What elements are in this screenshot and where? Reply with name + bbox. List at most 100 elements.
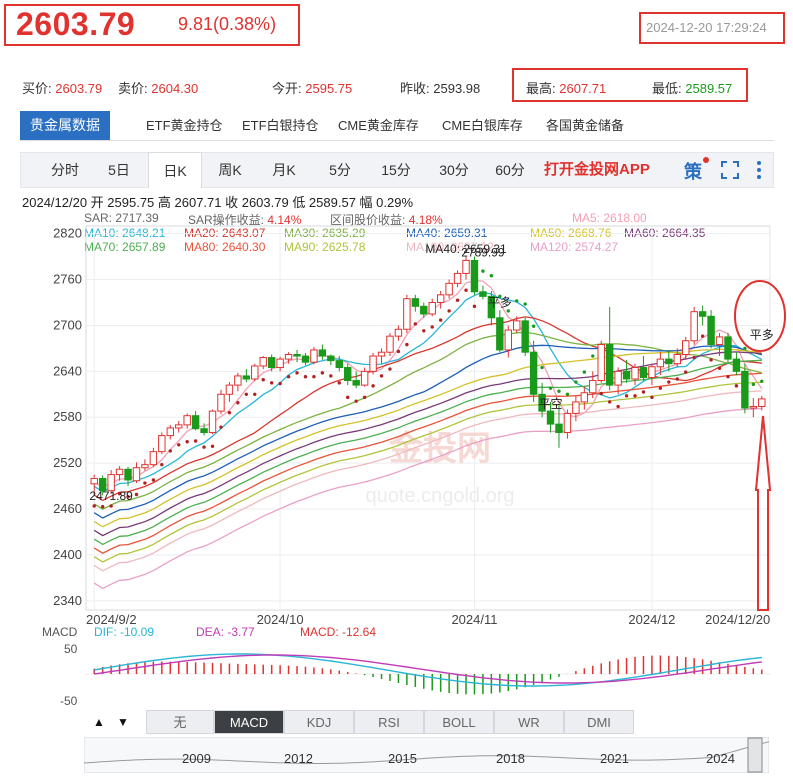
ma-line xyxy=(93,344,762,519)
sar-dot xyxy=(506,309,510,313)
candle-body xyxy=(115,468,124,476)
candlestick-chart[interactable]: 2340 2400 2460 2520 2580 2640 2700 2760 2820 2024… xyxy=(0,220,793,640)
sar-dot xyxy=(253,392,257,396)
sar-dot xyxy=(684,370,688,374)
ma-line xyxy=(93,407,762,590)
navigator-year-label: 2018 xyxy=(496,751,525,766)
indicator-macd[interactable]: MACD xyxy=(214,710,284,734)
sar-dot xyxy=(269,381,274,385)
scroll-up-button[interactable]: ▲ xyxy=(93,715,105,729)
navigator-year-label: 2009 xyxy=(182,751,211,766)
sar-dot xyxy=(371,384,375,388)
tab-etf-silver[interactable]: ETF白银持仓 xyxy=(242,118,319,133)
sar-dot xyxy=(396,349,401,354)
period-5day[interactable]: 5日 xyxy=(108,162,130,178)
sar-dot xyxy=(117,492,122,496)
price-change: 9.81(0.38%) xyxy=(178,14,277,34)
candle-body xyxy=(191,415,200,430)
ma-legend-item: MA90: 2625.78 xyxy=(284,240,366,254)
sar-dot xyxy=(236,401,240,405)
time-navigator[interactable] xyxy=(84,737,769,773)
ask-label: 卖价: xyxy=(118,81,148,96)
sar-dot xyxy=(751,382,756,387)
tab-cme-silver[interactable]: CME白银库存 xyxy=(442,118,523,133)
ma-legend-item: MA100: 2607.12 xyxy=(406,240,495,254)
chart-annotation: MA40: 2659.31 xyxy=(425,242,507,256)
time-highlight-box xyxy=(639,12,785,44)
ma-line xyxy=(93,331,762,510)
indicator-rsi[interactable]: RSI xyxy=(354,710,424,734)
ma-legend-item: MA20: 2643.07 xyxy=(184,226,266,240)
sar-dot xyxy=(295,371,299,375)
indicator-kdj[interactable]: KDJ xyxy=(284,710,354,734)
candle-body xyxy=(563,412,572,434)
ma-legend-item: MA50: 2668.76 xyxy=(530,226,612,240)
period-daily[interactable]: 日K xyxy=(148,152,202,188)
navigator-year-label: 2021 xyxy=(600,751,629,766)
scroll-down-button[interactable]: ▼ xyxy=(117,715,129,729)
ma-legend-item: MA70: 2657.89 xyxy=(84,240,166,254)
macd-y-top: 50 xyxy=(64,642,78,656)
candle-body xyxy=(183,415,191,426)
high-quote: 最高: 2607.71 xyxy=(526,78,606,97)
sar-dot xyxy=(362,395,367,400)
last-price: 2603.79 xyxy=(16,6,136,42)
candle-body xyxy=(267,357,276,369)
candle-body xyxy=(698,311,707,317)
tab-precious-metals-data[interactable]: 贵金属数据 xyxy=(20,111,110,140)
period-bar xyxy=(20,152,774,188)
candle-body xyxy=(428,301,436,315)
candle-body xyxy=(656,358,665,368)
more-menu-icon[interactable] xyxy=(754,160,764,180)
indicator-dmi[interactable]: DMI xyxy=(564,710,634,734)
sar-dot xyxy=(455,298,460,302)
period-weekly[interactable]: 周K xyxy=(218,162,242,178)
y-tick-label: 2820 xyxy=(53,226,82,241)
interval-return: 区间股价收益: 4.18% xyxy=(330,211,443,228)
open-app-link[interactable]: 打开金投网APP xyxy=(544,161,650,178)
sar-dot xyxy=(607,400,612,404)
sar-dot xyxy=(151,478,156,482)
indicator-boll[interactable]: BOLL xyxy=(424,710,494,734)
strategy-button[interactable]: 策 xyxy=(684,158,702,184)
tab-cme-gold[interactable]: CME黄金库存 xyxy=(338,118,419,133)
ma-line xyxy=(93,372,762,554)
bid-label: 买价: xyxy=(22,81,52,96)
period-15min[interactable]: 15分 xyxy=(381,162,411,178)
candle-body xyxy=(521,320,529,353)
highlight-oval xyxy=(734,280,786,352)
ma-legend-item: MA80: 2640.30 xyxy=(184,240,266,254)
navigator-frame xyxy=(84,737,769,773)
candle-body xyxy=(301,355,310,363)
period-5min[interactable]: 5分 xyxy=(329,162,351,178)
period-60min[interactable]: 60分 xyxy=(495,162,525,178)
candle-body xyxy=(758,398,766,408)
macd-dif-line xyxy=(94,653,762,687)
indicator-wr[interactable]: WR xyxy=(494,710,564,734)
fullscreen-icon[interactable] xyxy=(720,160,740,180)
navigator-line xyxy=(84,741,769,764)
indicator-none[interactable]: 无 xyxy=(146,710,214,734)
ma-line xyxy=(93,381,762,563)
x-tick-label: 2024/10 xyxy=(257,612,304,627)
y-tick-label: 2400 xyxy=(53,547,82,562)
period-monthly[interactable]: 月K xyxy=(272,162,296,178)
sar-dot xyxy=(422,329,426,333)
period-30min[interactable]: 30分 xyxy=(439,162,469,178)
candle-body xyxy=(234,375,242,386)
candle-body xyxy=(470,259,479,293)
macd-dea-line xyxy=(94,654,762,684)
sar-dot xyxy=(591,354,595,358)
chart-annotation: 2471.89 xyxy=(89,489,133,503)
candle-body xyxy=(141,464,149,469)
sar-dot xyxy=(227,410,232,415)
candle-body xyxy=(411,298,420,307)
sar-dot xyxy=(160,462,164,467)
period-intraday[interactable]: 分时 xyxy=(51,162,79,178)
sar-op-value: 4.14% xyxy=(267,213,302,227)
sar-dot xyxy=(447,309,451,313)
tab-national-gold-reserves[interactable]: 各国黄金储备 xyxy=(546,118,625,133)
ask-value: 2604.30 xyxy=(151,81,199,96)
tab-etf-gold[interactable]: ETF黄金持仓 xyxy=(146,118,223,133)
navigator-year-label: 2024 xyxy=(706,751,735,766)
